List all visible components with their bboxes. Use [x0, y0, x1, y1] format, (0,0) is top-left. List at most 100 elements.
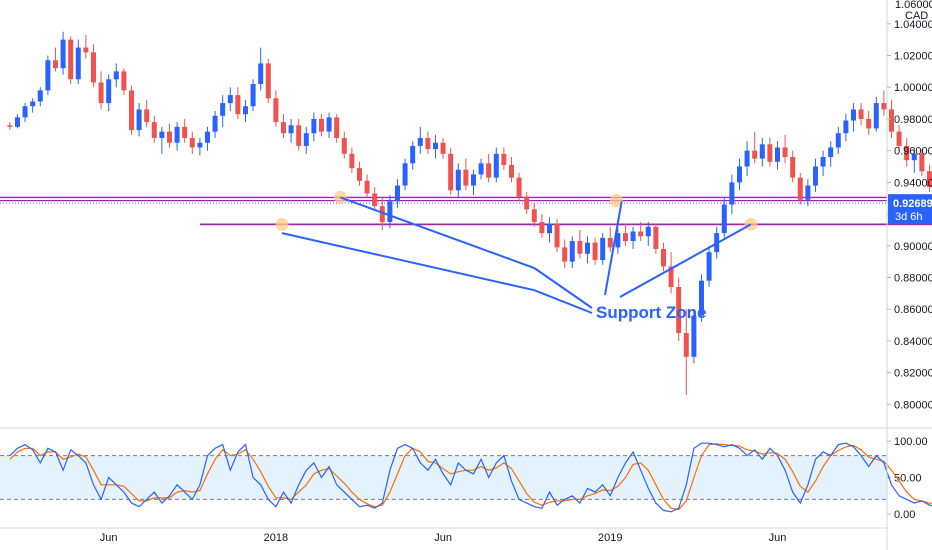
candle-body [645, 226, 651, 237]
candle-body [212, 115, 218, 132]
candle-body [448, 153, 454, 191]
candle-body [850, 109, 856, 121]
support-touch-marker [275, 217, 289, 231]
candle-body [546, 223, 552, 234]
candle-body [204, 131, 210, 143]
last-price-badge [888, 194, 932, 225]
candle-body [258, 63, 264, 85]
candle-body [197, 142, 203, 148]
candle-body [151, 122, 157, 138]
trendline-upper [340, 196, 535, 269]
candle-body [584, 242, 590, 254]
candle-body [394, 185, 400, 202]
time-tick-label: Jun [769, 532, 787, 544]
candle-body [888, 109, 894, 132]
candle-body [318, 118, 324, 132]
candle-body [554, 223, 560, 248]
candle-body [812, 166, 818, 186]
candle-body [341, 137, 347, 154]
price-tick-label: 0.98000 [894, 114, 932, 126]
candle-body [220, 103, 226, 116]
candle-body [14, 117, 20, 127]
candle-body [387, 201, 393, 223]
candle-body [660, 248, 666, 267]
candle-body [562, 247, 568, 262]
candle-body [106, 79, 112, 104]
candle-body [691, 315, 697, 357]
candle-body [486, 163, 492, 178]
candle-body [364, 180, 370, 194]
candle-body [83, 47, 89, 53]
candle-body [7, 125, 13, 127]
currency-label: CAD [905, 10, 928, 22]
candle-body [311, 118, 317, 134]
price-tick-label: 0.94000 [894, 177, 932, 189]
candle-body [706, 252, 712, 281]
candle-body [508, 164, 514, 178]
stochastic-d-line [9, 443, 932, 511]
candle-body [136, 109, 142, 131]
horizontal-levels [0, 196, 932, 226]
candle-body [607, 237, 613, 248]
candle-body [835, 133, 841, 148]
candle-body [379, 206, 385, 223]
candle-body [144, 109, 150, 123]
candle-body [402, 163, 408, 186]
candle-body [45, 60, 51, 91]
top-axis-label: 1.06000 [895, 0, 932, 11]
candle-body [729, 182, 735, 205]
candle-body [296, 125, 302, 146]
candle-body [121, 71, 127, 91]
price-tick-label: 0.84000 [894, 336, 932, 348]
candle-body [539, 222, 545, 234]
candle-body [478, 163, 484, 175]
price-tick-label: 0.82000 [894, 368, 932, 380]
candle-body [493, 153, 499, 178]
candle-body [873, 103, 879, 129]
candle-body [265, 63, 271, 99]
candle-body [30, 101, 36, 107]
candle-body [668, 266, 674, 288]
candle-body [250, 84, 256, 107]
candle-body [866, 118, 872, 129]
pointer-line-2 [533, 267, 593, 309]
time-tick-label: 2019 [598, 532, 622, 544]
candle-body [113, 71, 119, 80]
candle-body [774, 147, 780, 162]
candle-body [926, 171, 932, 188]
candle-body [235, 95, 241, 115]
candle-body [524, 196, 530, 210]
time-tick-label: 2018 [264, 532, 288, 544]
candle-body [52, 60, 58, 69]
candle-body [98, 82, 104, 104]
pointer-line-1 [533, 289, 593, 314]
last-price-countdown: 3d 6h [895, 211, 923, 223]
candle-body [334, 117, 340, 138]
candle-body [721, 204, 727, 234]
candle-body [470, 174, 476, 186]
candle-body [683, 333, 689, 357]
candle-body [242, 106, 248, 115]
candle-body [166, 131, 172, 143]
candle-body [501, 153, 507, 165]
candle-body [182, 126, 188, 138]
drawings [275, 190, 758, 314]
price-tick-label: 0.96000 [894, 146, 932, 158]
candle-body [356, 168, 362, 181]
candle-body [303, 133, 309, 146]
trendline-lower [281, 232, 535, 292]
candle-body [280, 122, 286, 134]
candle-body [174, 126, 180, 143]
candle-body [417, 137, 423, 146]
support-touch-marker [609, 194, 623, 208]
candle-body [189, 137, 195, 148]
price-tick-label: 1.00000 [894, 82, 932, 94]
candle-body [531, 209, 537, 223]
candle-body [37, 90, 43, 102]
price-tick-label: 0.80000 [894, 399, 932, 411]
candle-body [858, 109, 864, 119]
candle-body [881, 103, 887, 110]
